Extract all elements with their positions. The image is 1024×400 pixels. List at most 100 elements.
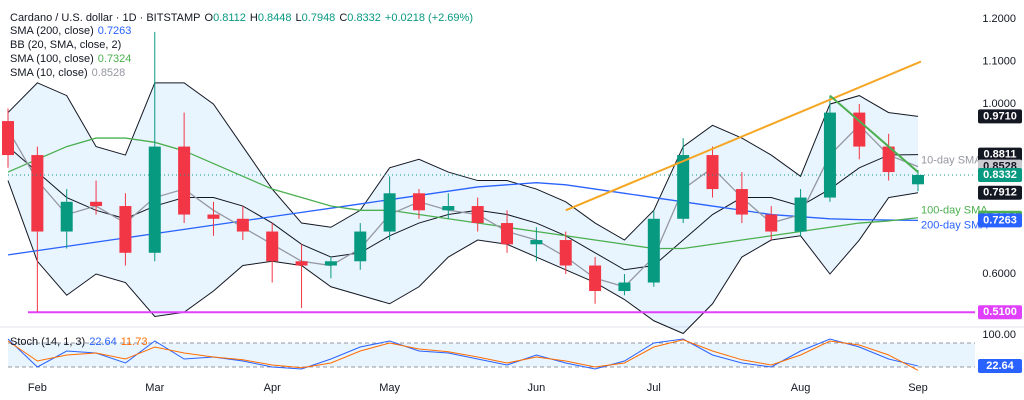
- x-tick-label: Feb: [28, 382, 47, 394]
- price-tag: [978, 147, 1022, 162]
- candle-body: [823, 112, 836, 198]
- price-tag-label: 0.8332: [983, 169, 1017, 181]
- stoch-title: Stoch (14, 1, 3): [10, 336, 86, 348]
- candle-body: [207, 214, 220, 219]
- price-tag: [978, 167, 1022, 182]
- ohlc-value: 0.8448: [257, 12, 292, 24]
- symbol-header: Cardano / U.S. dollar · 1D · BITSTAMP O0.…: [10, 12, 473, 24]
- candle-body: [706, 155, 719, 190]
- candle-body: [735, 189, 748, 215]
- candle-body: [90, 201, 103, 207]
- stoch-value: 11.73: [120, 336, 148, 348]
- price-tag-label: 0.8811: [983, 149, 1016, 161]
- candle-body: [530, 240, 543, 245]
- bb-upper: [7, 82, 919, 241]
- candle-body: [236, 218, 249, 232]
- candle-body: [178, 146, 191, 215]
- candle-body: [266, 231, 279, 262]
- ohlc-item: L0.7948: [296, 12, 336, 24]
- stoch-tag: [978, 358, 1022, 373]
- x-tick-label: Sep: [908, 382, 928, 394]
- candle-body: [765, 214, 778, 232]
- series-annotation: 10-day SMA: [921, 155, 982, 167]
- legend-name: SMA (10, close): [10, 67, 88, 79]
- stoch-line: [7, 338, 919, 370]
- price-tag: [978, 109, 1022, 124]
- symbol-title: Cardano / U.S. dollar · 1D · BITSTAMP: [10, 12, 201, 24]
- candle-body: [501, 223, 514, 245]
- series-annotation: 100-day SMA: [921, 205, 988, 217]
- legend-entry: BB (20, SMA, close, 2): [10, 38, 131, 52]
- y-tick-label: 1.1000: [982, 56, 1016, 68]
- candle-body: [589, 265, 602, 292]
- ohlc-item: C0.8332: [339, 12, 381, 24]
- x-tick-label: Aug: [791, 382, 811, 394]
- y-tick-label: 1.0000: [982, 98, 1016, 110]
- ohlc-value: 0.7948: [301, 12, 336, 24]
- candle-body: [354, 231, 367, 262]
- legend-value: 0.7263: [97, 25, 132, 37]
- ohlc-prefix: C: [339, 12, 348, 24]
- candle-body: [148, 146, 161, 253]
- price-tag-label: 0.5100: [983, 306, 1017, 318]
- trend-line: [565, 60, 922, 212]
- stoch-value: 22.64: [89, 336, 117, 348]
- x-tick-label: Jul: [647, 382, 661, 394]
- stoch-tick-label: 100.00: [982, 329, 1016, 341]
- candle-body: [794, 197, 807, 232]
- stoch-header: Stoch (14, 1, 3) 22.64 11.73: [10, 336, 147, 348]
- ohlc-item: O0.8112: [205, 12, 246, 24]
- candle-body: [31, 155, 44, 232]
- legend-name: SMA (100, close): [10, 53, 94, 65]
- x-tick-label: Jun: [528, 382, 546, 394]
- stoch-band: [8, 343, 975, 367]
- candle-body: [119, 206, 132, 253]
- candle-body: [324, 261, 337, 266]
- y-tick-label: 0.6000: [982, 268, 1016, 280]
- ohlc-prefix: O: [204, 12, 214, 24]
- band-fill: [8, 82, 918, 334]
- trend-line: [829, 94, 919, 173]
- candle-body: [442, 206, 455, 211]
- sma-line: [7, 137, 919, 250]
- candle-body: [882, 146, 895, 173]
- candle-body: [471, 206, 484, 224]
- legend-name: BB (20, SMA, close, 2): [10, 39, 122, 51]
- candle-body: [853, 112, 866, 147]
- price-tag: [978, 305, 1022, 320]
- legend-name: SMA (200, close): [10, 25, 94, 37]
- legend-entry: SMA (100, close) 0.7324: [10, 52, 131, 66]
- legend-value: 0.8528: [91, 67, 126, 79]
- stoch-line: [7, 339, 919, 371]
- candle-body: [295, 261, 308, 266]
- ohlc-value: 0.8112: [213, 12, 246, 24]
- price-tag-label: 0.7263: [983, 214, 1017, 226]
- stoch-tag-label: 22.64: [986, 360, 1014, 372]
- ohlc-value: 0.8332: [347, 12, 381, 24]
- candle-body: [60, 201, 73, 232]
- candle-body: [677, 155, 690, 219]
- candle-body: [412, 193, 425, 211]
- candle-body: [912, 174, 924, 185]
- x-tick-label: Mar: [145, 382, 164, 394]
- legend-entry: SMA (200, close) 0.7263: [10, 24, 131, 38]
- legend-entry: SMA (10, close) 0.8528: [10, 66, 131, 80]
- price-tag-label: 0.9710: [983, 110, 1017, 122]
- x-tick-label: May: [379, 382, 400, 394]
- y-tick-label: 1.2000: [982, 13, 1016, 25]
- candle-body: [618, 282, 631, 292]
- price-tag-label: 0.7912: [983, 187, 1017, 199]
- price-tag: [978, 185, 1022, 200]
- candle-body: [647, 218, 660, 283]
- legend-value: 0.7324: [97, 53, 132, 65]
- ohlc-item: H0.8448: [250, 12, 292, 24]
- series-annotation: 200-day SMA: [921, 219, 988, 231]
- price-tag: [978, 213, 1022, 228]
- price-change: +0.0218 (+2.69%): [384, 12, 473, 24]
- x-tick-label: Apr: [264, 382, 281, 394]
- bb-lower: [7, 180, 919, 335]
- ohlc-prefix: L: [295, 12, 302, 24]
- candle-body: [383, 193, 396, 232]
